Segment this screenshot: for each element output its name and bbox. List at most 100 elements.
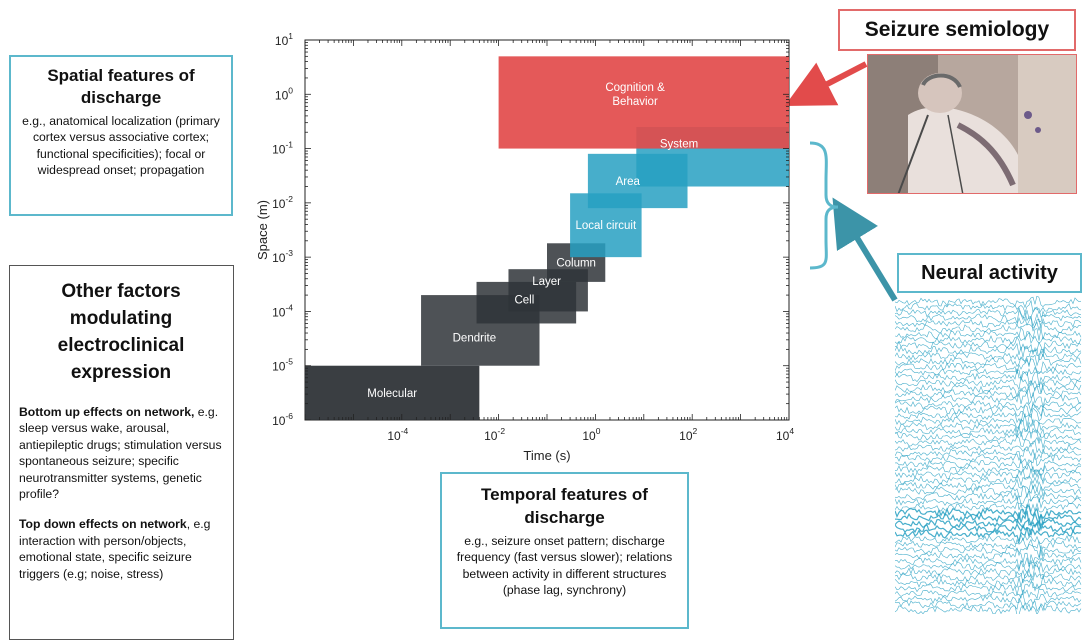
top-down-heading: Top down effects on network <box>19 517 187 532</box>
eeg-trace <box>895 597 1082 612</box>
region-label-area: Area <box>616 176 641 188</box>
eeg-traces-drawing <box>895 296 1082 614</box>
temporal-features-title: Temporal features of discharge <box>481 485 648 527</box>
eeg-trace <box>895 478 1082 492</box>
eeg-trace <box>895 386 1082 399</box>
y-tick-label: 10-4 <box>272 302 293 319</box>
eeg-trace <box>895 450 1082 467</box>
eeg-traces-icon <box>895 296 1082 614</box>
scale-chart: Molecular Dendrite Cell Layer Column Local ci… <box>255 31 794 463</box>
temporal-features-body: e.g., seizure onset pattern; discharge f… <box>456 534 673 598</box>
eeg-trace <box>895 521 1082 536</box>
eeg-trace <box>895 425 1082 439</box>
other-factors-box: Other factors modulating electroclinical… <box>9 265 234 640</box>
eeg-trace <box>895 326 1082 341</box>
region-label-cell: Cell <box>514 294 534 306</box>
chart-regions <box>305 56 789 420</box>
eeg-trace <box>895 571 1082 584</box>
eeg-trace <box>895 390 1082 408</box>
eeg-trace <box>895 467 1082 482</box>
eeg-trace <box>895 581 1082 596</box>
eeg-trace <box>895 369 1082 387</box>
y-tick-label: 101 <box>275 31 293 48</box>
seizure-semiology-title: Seizure semiology <box>864 18 1050 41</box>
eeg-trace <box>895 342 1082 358</box>
neural-activity-label: Neural activity <box>897 253 1082 293</box>
eeg-trace <box>895 484 1082 498</box>
eeg-trace <box>895 588 1082 600</box>
eeg-trace <box>895 309 1082 327</box>
semiology-arrow <box>784 61 868 107</box>
eeg-trace <box>895 435 1082 448</box>
eeg-trace <box>895 548 1082 564</box>
region-label-dendrite: Dendrite <box>453 332 496 344</box>
eeg-trace <box>895 593 1082 605</box>
eeg-trace <box>895 376 1081 391</box>
x-axis-ticks: 10-4 10-2 100 102 104 <box>304 40 794 443</box>
eeg-trace <box>895 316 1082 332</box>
region-label-column: Column <box>556 258 596 270</box>
eeg-trace <box>895 348 1082 362</box>
eeg-trace <box>895 296 1082 309</box>
eeg-trace <box>895 380 1082 398</box>
spatial-features-box: Spatial features of discharge e.g., anat… <box>9 55 233 216</box>
eeg-trace <box>895 489 1082 504</box>
eeg-trace <box>895 366 1082 379</box>
eeg-trace <box>895 418 1082 434</box>
eeg-trace <box>895 404 1082 418</box>
region-label-layer: Layer <box>532 276 561 288</box>
spatial-features-body: e.g., anatomical localization (primary c… <box>22 114 220 178</box>
seizure-semiology-label: Seizure semiology <box>838 9 1076 51</box>
eeg-trace <box>895 502 1082 515</box>
eeg-trace <box>895 517 1082 532</box>
x-tick-label: 100 <box>582 426 600 443</box>
chart-region-labels: Molecular Dendrite Cell Layer Column Local ci… <box>367 82 698 400</box>
x-axis-label: Time (s) <box>523 448 570 463</box>
eeg-trace <box>895 336 1082 353</box>
y-axis-ticks: 101 100 10-1 10-2 10-3 10-4 10-5 10-6 <box>272 31 789 428</box>
top-down-body: e.g interaction with person/objects, emo… <box>19 517 211 581</box>
eeg-trace <box>895 560 1082 573</box>
neural-activity-title: Neural activity <box>921 261 1058 284</box>
other-factors-title: Other factors modulating electroclinical… <box>57 281 185 383</box>
eeg-trace <box>895 510 1082 527</box>
eeg-trace <box>895 413 1082 429</box>
x-tick-label: 104 <box>776 426 794 443</box>
bottom-up-body: e.g. sleep versus wake, arousal, antiepi… <box>19 405 222 502</box>
y-tick-label: 10-5 <box>272 357 293 374</box>
eeg-trace <box>895 504 1082 521</box>
x-tick-label: 10-4 <box>387 426 408 443</box>
region-label-molecular: Molecular <box>367 388 417 400</box>
x-tick-label: 102 <box>679 426 697 443</box>
eeg-trace <box>895 527 1082 545</box>
region-molecular <box>305 365 480 420</box>
eeg-trace <box>895 353 1082 368</box>
x-tick-label: 10-2 <box>484 426 505 443</box>
eeg-trace <box>895 494 1082 510</box>
top-down-section: Top down effects on network, e.g interac… <box>19 516 223 582</box>
bottom-up-section: Bottom up effects on network, e.g. sleep… <box>19 404 223 502</box>
eeg-trace <box>895 533 1082 545</box>
eeg-trace <box>895 446 1082 461</box>
temporal-features-box: Temporal features of discharge e.g., sei… <box>440 472 689 629</box>
eeg-trace <box>895 400 1082 413</box>
region-label-local-circuit: Local circuit <box>575 220 637 232</box>
region-cognition-behavior <box>498 56 789 149</box>
eeg-trace <box>895 407 1082 425</box>
y-tick-label: 10-2 <box>272 194 293 211</box>
region-label-system: System <box>660 139 698 151</box>
patient-photo-icon <box>867 54 1077 194</box>
y-tick-label: 10-3 <box>272 248 293 265</box>
eeg-trace <box>895 575 1082 589</box>
eeg-trace <box>895 321 1082 334</box>
eeg-trace <box>895 473 1082 487</box>
bottom-up-heading: Bottom up effects on network, <box>19 405 195 419</box>
eeg-trace <box>895 358 1082 374</box>
eeg-trace <box>895 463 1082 476</box>
eeg-trace <box>895 428 1082 442</box>
eeg-trace <box>895 459 1082 473</box>
spatial-brace <box>809 141 839 270</box>
eeg-trace <box>895 299 1082 314</box>
y-tick-label: 10-1 <box>272 140 293 157</box>
y-tick-label: 100 <box>275 85 293 102</box>
